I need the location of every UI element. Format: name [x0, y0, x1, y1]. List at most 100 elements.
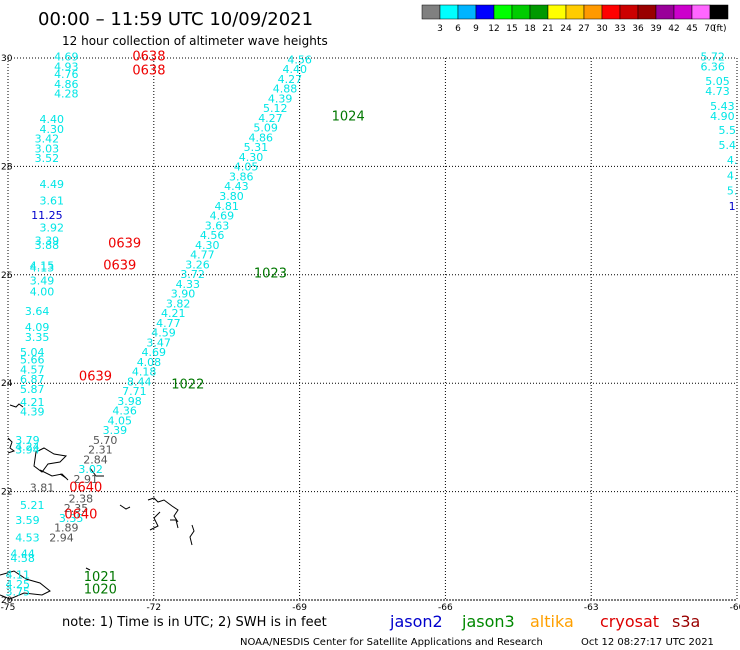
swh-value: 3.80	[219, 190, 244, 203]
land-outline	[0, 403, 195, 600]
track-pass-1023: 4.773.263.724.333.903.824.214.774.593.47…	[137, 249, 287, 369]
swh-value: 1.89	[54, 522, 79, 535]
track-pass-0640b: 0640	[64, 508, 97, 523]
swh-value: 5.43	[710, 100, 735, 113]
swh-value: 2.35	[64, 502, 89, 515]
swh-value: 3.64	[25, 305, 50, 318]
chart-title: 00:00 – 11:59 UTC 10/09/2021	[38, 9, 313, 30]
scale-swatch	[655, 4, 675, 20]
track-pass-1024: 4.564.404.274.884.395.124.275.094.865.31…	[195, 53, 365, 251]
pass-label: 0640	[64, 508, 97, 523]
pass-label: 0640	[69, 481, 102, 496]
swh-value: 3.86	[229, 170, 254, 183]
swh-value: 4.43	[224, 180, 249, 193]
swh-value: 4.39	[20, 406, 45, 419]
y-tick-label: 26	[1, 271, 13, 281]
swh-value: 4.25	[5, 578, 30, 591]
x-tick-label: -72	[146, 603, 161, 613]
swh-value: 5.04	[20, 346, 45, 359]
scale-swatch	[439, 4, 459, 20]
pass-label: 0639	[79, 369, 112, 384]
legend-jason3: jason3	[461, 612, 515, 631]
track-pass-0640: 3.81 5.21 3.59 4.53 4.444.58 4.114.253.75 0640	[5, 481, 102, 599]
swh-value: 4.93	[54, 60, 79, 73]
pass-label: 0638	[132, 50, 165, 65]
swh-value: 4.58	[10, 552, 35, 565]
swh-value: 3.26	[185, 258, 210, 271]
footer-note: note: 1) Time is in UTC; 2) SWH is in fe…	[62, 615, 327, 630]
footer-credit: NOAA/NESDIS Center for Satellite Applica…	[240, 637, 543, 648]
scale-label: 27	[578, 24, 589, 34]
swh-value: 8.44	[127, 375, 152, 388]
swh-value: 4.21	[161, 307, 186, 320]
swh-value: 2.31	[88, 444, 113, 457]
scale-swatch	[457, 4, 477, 20]
scale-label: 6	[455, 24, 461, 34]
swh-value: 4.30	[39, 123, 64, 136]
y-tick-label: 28	[1, 162, 13, 172]
swh-value: 4.86	[248, 131, 273, 144]
x-tick-label: -66	[438, 603, 453, 613]
track-pass-0639c: 5.874.214.39 3.794.243.94 0639	[15, 369, 112, 456]
swh-value: 3.98	[117, 395, 142, 408]
track-pass-1021: 5.702.312.843.022.91 2.382.353.351.892.94…	[49, 434, 117, 585]
swh-value: 3.49	[30, 275, 55, 288]
track-layer: 4.564.404.274.884.395.124.275.094.865.31…	[5, 50, 737, 599]
swh-value: 3.82	[166, 297, 191, 310]
scale-swatch	[421, 4, 441, 20]
swh-value: 4.53	[15, 531, 40, 544]
scale-swatch	[637, 4, 657, 20]
swh-value: 4.69	[210, 210, 235, 223]
swh-value: 4.40	[282, 63, 307, 76]
y-tick-label: 30	[1, 54, 13, 64]
swh-value: 1	[729, 200, 736, 213]
swh-value: 4.69	[142, 346, 167, 359]
swh-value: 5.70	[93, 434, 118, 447]
x-tick-label: -69	[292, 603, 307, 613]
scale-label: 24	[560, 24, 572, 34]
scale-label: 33	[614, 24, 625, 34]
swh-value: 5.05	[705, 75, 730, 88]
swh-value: 5.21	[20, 499, 45, 512]
plot-frame	[7, 57, 738, 601]
scale-swatch	[511, 4, 531, 20]
swh-value: 3.81	[30, 482, 55, 495]
y-tick-label: 22	[1, 488, 12, 498]
swh-value: 6.87	[20, 373, 45, 386]
scale-label: 15	[506, 24, 517, 34]
swh-value: 3.90	[171, 288, 196, 301]
track-pass-0638b: 0638	[132, 63, 165, 78]
scale-label: 21	[542, 24, 553, 34]
pass-label: 1023	[254, 267, 287, 282]
swh-value: 4.	[727, 154, 738, 167]
scale-swatch	[475, 4, 495, 20]
scale-swatch	[583, 4, 603, 20]
legend-altika: altika	[530, 612, 574, 631]
swh-value: 3.72	[180, 268, 205, 281]
swh-value: 4.56	[287, 53, 312, 66]
pass-label: 1021	[84, 570, 117, 585]
swh-value: 3.03	[35, 142, 60, 155]
swh-value: 4.73	[705, 85, 730, 98]
swh-value: 4.27	[258, 112, 283, 125]
scale-label: 3	[437, 24, 443, 34]
x-tick-label: -63	[584, 603, 599, 613]
swh-value: 3.47	[146, 336, 171, 349]
swh-value: 4.05	[234, 161, 259, 174]
swh-value: 5.31	[244, 141, 269, 154]
color-scale: 3 6 9 12 15 18 21 24 27 30 33 36 39 42 45 70	[421, 4, 729, 34]
swh-value: 4.	[727, 169, 738, 182]
swh-value: 4.30	[195, 239, 220, 252]
swh-value: 4.77	[190, 249, 215, 262]
swh-value: 3.79	[15, 434, 40, 447]
swh-value: 4.27	[278, 73, 303, 86]
swh-value: 3.35	[59, 512, 84, 525]
pass-label: 1022	[171, 378, 204, 393]
legend-jason2: jason2	[389, 612, 443, 631]
swh-value: 2.84	[83, 453, 108, 466]
plot-grid: -75 -72 -69 -66 -63 -60 20 22 24 26 28 30	[1, 54, 740, 613]
swh-value: 4.69	[54, 51, 79, 64]
swh-value: 5.	[727, 185, 738, 198]
pass-label: 0639	[108, 237, 141, 252]
